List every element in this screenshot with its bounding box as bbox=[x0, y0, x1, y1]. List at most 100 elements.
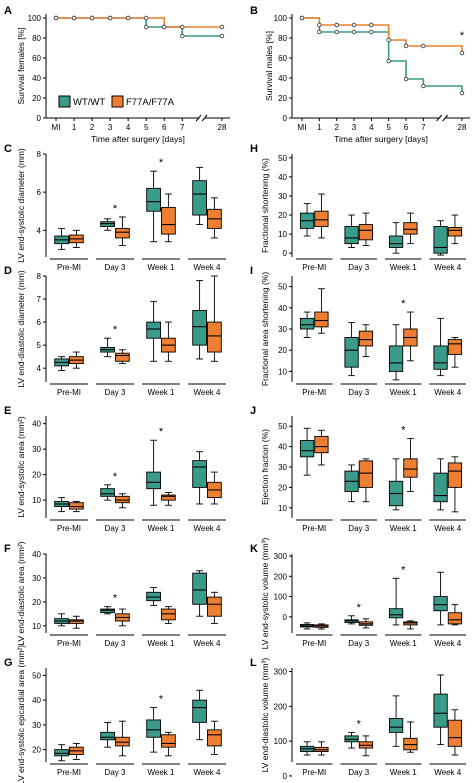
y-tick-label: 50 bbox=[278, 154, 287, 163]
y-tick-label: 40 bbox=[32, 420, 41, 429]
survival-point bbox=[351, 29, 357, 35]
box-wt bbox=[433, 596, 448, 612]
y-tick-label: 40 bbox=[278, 443, 287, 452]
y-tick-label: 60 bbox=[32, 54, 41, 63]
y-tick-label: 20 bbox=[32, 746, 41, 755]
significance-star: * bbox=[159, 157, 164, 169]
box-wt bbox=[146, 321, 161, 339]
boxplot-i: 10 20 30 40 50 Fractional area shortening (%)… bbox=[260, 272, 466, 397]
x-tick-label: Week 4 bbox=[434, 639, 462, 648]
y-tick-label: 20 bbox=[278, 483, 287, 492]
y-tick-label: 10 bbox=[278, 230, 287, 239]
y-tick-label: 20 bbox=[32, 471, 41, 480]
y-tick-label: 5 bbox=[37, 341, 42, 350]
y-tick-label: 40 bbox=[32, 696, 41, 705]
y-axis-label: Survival males [%] bbox=[264, 31, 274, 101]
y-tick-label: 40 bbox=[32, 74, 41, 83]
x-tick-label: Pre-MI bbox=[57, 768, 81, 777]
box-wt bbox=[388, 235, 404, 248]
survival-point bbox=[317, 29, 322, 35]
x-tick-label: 1 bbox=[72, 123, 77, 132]
x-tick-label: Day 3 bbox=[348, 524, 369, 533]
box-mut bbox=[115, 736, 130, 747]
survival-point bbox=[180, 24, 185, 30]
y-tick-label: 0 bbox=[283, 772, 288, 781]
y-axis-label: LV end-diastolic volume (mm³) bbox=[260, 658, 270, 773]
x-tick-label: 4 bbox=[369, 123, 374, 132]
legend-label-mut: F77A/F77A bbox=[126, 97, 175, 108]
x-tick-label: Day 3 bbox=[105, 388, 126, 397]
y-tick-label: 50 bbox=[32, 671, 41, 680]
survival-point bbox=[219, 33, 225, 39]
box-mut bbox=[314, 435, 329, 454]
y-tick-label: 0 bbox=[283, 613, 288, 622]
legend-swatch-wt bbox=[58, 95, 71, 108]
survival-point bbox=[317, 22, 322, 28]
y-tick-label: 10 bbox=[32, 622, 41, 631]
boxplot-f: 10 20 30 40 LV end-diastolic area (mm²) Pre-M… bbox=[16, 541, 226, 648]
box-mut bbox=[69, 619, 84, 624]
box-mut bbox=[447, 339, 463, 355]
y-tick-label: 20 bbox=[278, 94, 287, 103]
y-tick-label: 80 bbox=[278, 34, 287, 43]
box-mut bbox=[447, 719, 463, 747]
x-tick-label: 3 bbox=[108, 123, 113, 132]
x-tick-label: Week 1 bbox=[148, 524, 176, 533]
y-tick-label: 6 bbox=[37, 318, 42, 327]
x-tick-label: Week 1 bbox=[390, 639, 418, 648]
box-wt bbox=[433, 345, 448, 370]
y-tick-label: 100 bbox=[274, 737, 288, 746]
y-tick-label: 50 bbox=[278, 422, 287, 431]
legend-swatch-mut bbox=[111, 95, 124, 108]
y-tick-label: 50 bbox=[278, 283, 287, 292]
box-mut bbox=[314, 210, 329, 227]
boxplot-k: 0 100 200 300 LV end-systolic volume (mm³) Pr… bbox=[260, 537, 466, 649]
box-wt bbox=[146, 591, 161, 602]
survival-point bbox=[219, 24, 225, 30]
box-mut bbox=[161, 494, 176, 501]
survival-point bbox=[89, 15, 95, 21]
y-axis-label: Ejection fraction (%) bbox=[260, 429, 270, 505]
y-tick-label: 0 bbox=[37, 114, 42, 123]
box-mut bbox=[447, 226, 463, 237]
x-tick-label: 1 bbox=[317, 123, 322, 132]
y-tick-label: 0 bbox=[283, 114, 288, 123]
x-tick-label: Week 1 bbox=[390, 388, 418, 397]
y-tick-label: 20 bbox=[32, 598, 41, 607]
box-mut bbox=[207, 729, 222, 747]
x-tick-label: 2 bbox=[334, 123, 339, 132]
significance-star: * bbox=[113, 203, 118, 215]
panel-letter-k: K bbox=[250, 543, 258, 555]
x-tick-label: Pre-MI bbox=[302, 524, 326, 533]
survival-point bbox=[459, 90, 465, 96]
significance-star: * bbox=[357, 602, 362, 614]
x-tick-label: Pre-MI bbox=[302, 639, 326, 648]
survival-point bbox=[299, 15, 305, 21]
x-tick-label: Day 3 bbox=[348, 768, 369, 777]
x-tick-label: Week 1 bbox=[148, 768, 176, 777]
box-wt bbox=[433, 226, 448, 254]
x-tick-label: MI bbox=[298, 123, 307, 132]
significance-star: * bbox=[401, 564, 406, 576]
y-axis-label: Fractional area shortening (%) bbox=[260, 272, 270, 387]
box-wt bbox=[192, 572, 207, 605]
boxplot-h: 0 10 20 30 40 50 Fractional shortening (%) Pre-… bbox=[260, 154, 466, 272]
box-mut bbox=[447, 612, 463, 625]
x-tick-label: 5 bbox=[386, 123, 391, 132]
x-tick-label: 7 bbox=[421, 123, 426, 132]
x-tick-label: Pre-MI bbox=[302, 263, 326, 272]
box-wt bbox=[192, 180, 207, 216]
box-mut bbox=[447, 462, 463, 488]
survival-point bbox=[369, 29, 374, 35]
x-tick-label: Day 3 bbox=[348, 263, 369, 272]
y-tick-label: 100 bbox=[274, 593, 288, 602]
x-tick-label: 3 bbox=[352, 123, 357, 132]
y-axis-label: LV end-systolic volume (mm³) bbox=[260, 537, 270, 649]
box-wt bbox=[192, 699, 207, 723]
x-tick-label: Day 3 bbox=[348, 639, 369, 648]
survival-line-wt bbox=[302, 17, 463, 93]
y-tick-label: 300 bbox=[274, 552, 288, 561]
y-tick-label: 20 bbox=[278, 346, 287, 355]
y-axis-label: LV end-diastolic diameter (mm) bbox=[16, 270, 26, 388]
box-mut bbox=[161, 608, 176, 621]
